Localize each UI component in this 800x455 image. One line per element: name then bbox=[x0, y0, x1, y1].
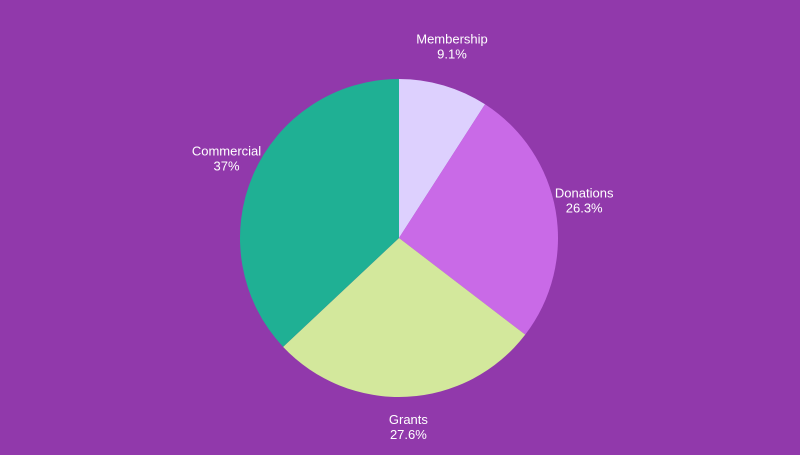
slice-label-commercial: Commercial bbox=[192, 143, 261, 158]
slice-value-membership: 9.1% bbox=[437, 47, 467, 62]
slices-layer bbox=[239, 79, 558, 397]
slice-value-grants: 27.6% bbox=[390, 427, 427, 442]
slice-value-donations: 26.3% bbox=[566, 201, 603, 216]
pie-slice-membership bbox=[399, 79, 486, 238]
pie-slice-grants bbox=[283, 238, 526, 397]
slice-label-membership: Membership bbox=[416, 32, 488, 47]
pie-slice-commercial bbox=[239, 79, 399, 347]
slice-value-commercial: 37% bbox=[213, 158, 239, 173]
pie-slice-donations bbox=[399, 104, 558, 335]
slice-label-grants: Grants bbox=[389, 412, 429, 427]
slice-label-donations: Donations bbox=[555, 186, 614, 201]
